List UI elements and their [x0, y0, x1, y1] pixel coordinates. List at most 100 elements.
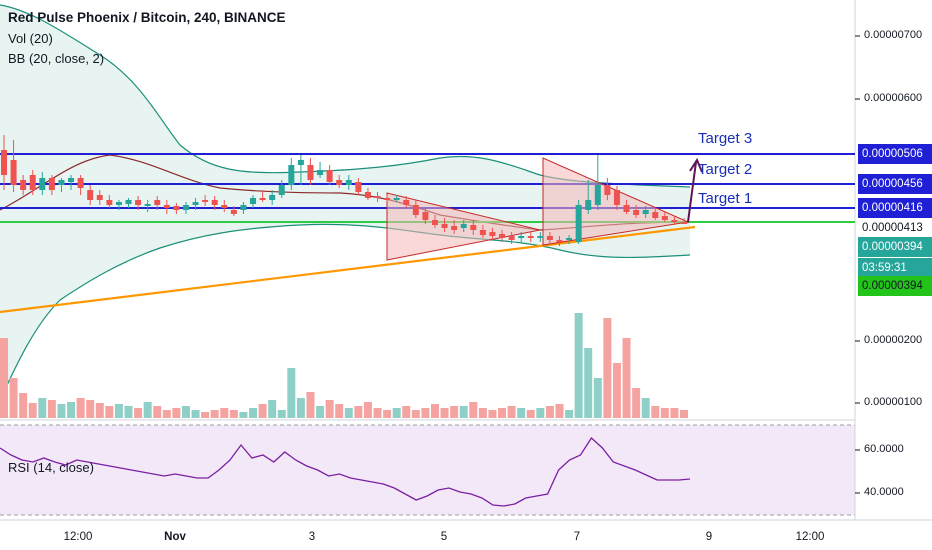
candle-body	[451, 226, 458, 230]
candle-body	[336, 180, 343, 185]
candle-body	[135, 200, 142, 205]
bid-price-label: 0.00000394	[858, 276, 932, 296]
price-tick: 0.00000700	[864, 29, 923, 41]
candle-body	[288, 165, 295, 185]
candle-body	[106, 200, 113, 205]
bollinger-indicator-label[interactable]: BB (20, close, 2)	[8, 51, 105, 66]
candle-body	[317, 170, 324, 175]
symbol-title[interactable]: Red Pulse Phoenix / Bitcoin, 240, BINANC…	[8, 10, 286, 25]
volume-bar	[38, 398, 47, 418]
rsi-indicator-label[interactable]: RSI (14, close)	[8, 460, 94, 475]
candle-body	[230, 210, 237, 214]
candle-body	[604, 185, 611, 195]
candle-body	[39, 178, 46, 190]
volume-bar	[220, 408, 229, 418]
price-tick: 0.00000100	[864, 396, 923, 408]
candle-body	[154, 200, 161, 205]
candle-body	[537, 236, 544, 238]
time-tick: 9	[705, 531, 713, 543]
volume-bar	[143, 402, 152, 418]
time-tick: 3	[308, 531, 316, 543]
candle-body	[681, 222, 687, 224]
volume-bar	[277, 410, 286, 418]
candle-body	[125, 200, 132, 204]
volume-bar	[430, 404, 439, 418]
target-1-price-label: 0.00000416	[858, 198, 932, 218]
candle-body	[269, 195, 276, 200]
candle-body	[250, 198, 257, 204]
candle-body	[77, 178, 84, 188]
bb-fill	[0, 5, 690, 400]
rsi-tick: 60.0000	[864, 443, 904, 455]
volume-bar	[670, 408, 679, 418]
rsi-pane-background	[0, 425, 855, 515]
time-tick: 7	[573, 531, 581, 543]
volume-bar	[181, 406, 190, 418]
volume-bar	[498, 408, 507, 418]
candle-body	[221, 205, 228, 208]
candle-body	[163, 205, 170, 208]
candle-body	[259, 198, 266, 200]
candle-body	[48, 178, 55, 190]
candle-body	[240, 205, 247, 210]
candle-body	[661, 216, 668, 220]
candle-body	[115, 202, 122, 205]
candle-body	[518, 236, 525, 238]
target-1-label: Target 1	[698, 190, 753, 207]
volume-indicator-label[interactable]: Vol (20)	[8, 31, 53, 46]
candle-body	[470, 225, 477, 230]
candle-body	[613, 190, 620, 205]
volume-bar	[363, 402, 372, 418]
candle-body	[58, 180, 65, 185]
candle-body	[364, 192, 371, 198]
candle-body	[297, 160, 304, 165]
volume-bar	[574, 313, 583, 418]
time-tick: 12:00	[795, 531, 825, 543]
candle-body	[96, 195, 103, 200]
volume-bar	[124, 406, 133, 418]
candle-body	[68, 178, 75, 182]
candle-body	[508, 236, 515, 240]
volume-bar	[19, 393, 28, 418]
volume-bar	[478, 408, 487, 418]
volume-bar	[335, 404, 344, 418]
candle-body	[374, 196, 381, 198]
volume-bar	[239, 412, 248, 418]
rsi-line	[0, 437, 691, 507]
volume-bar	[268, 400, 277, 418]
volume-bar	[450, 406, 459, 418]
candle-body	[479, 230, 486, 235]
candle-body	[345, 180, 352, 185]
volume-bar	[67, 402, 76, 418]
candle-body	[556, 240, 563, 242]
candle-body	[594, 185, 601, 205]
candle-body	[403, 200, 410, 205]
time-tick: 12:00	[63, 531, 93, 543]
volume-bar	[306, 392, 315, 418]
volume-bar	[76, 398, 85, 418]
price-tick: 0.00000200	[864, 334, 923, 346]
volume-bar	[411, 410, 420, 418]
candle-body	[1, 150, 7, 175]
price-tick: 0.00000600	[864, 92, 923, 104]
candle-body	[546, 236, 553, 240]
volume-bar	[641, 398, 650, 418]
volume-bar	[421, 408, 430, 418]
candle-body	[623, 205, 630, 212]
candle-body	[575, 205, 582, 242]
candle-body	[307, 165, 314, 180]
volume-bar	[565, 410, 574, 418]
volume-bar	[191, 410, 200, 418]
candlestick-series	[1, 135, 687, 246]
breakout-arrow-head	[689, 157, 703, 173]
volume-bar	[440, 408, 449, 418]
volume-series	[0, 313, 688, 418]
candle-body	[182, 205, 189, 210]
candle-body	[192, 202, 199, 205]
volume-bar	[459, 406, 468, 418]
volume-bar	[325, 400, 334, 418]
volume-bar	[526, 410, 535, 418]
candle-body	[527, 236, 534, 238]
volume-bar	[201, 412, 210, 418]
